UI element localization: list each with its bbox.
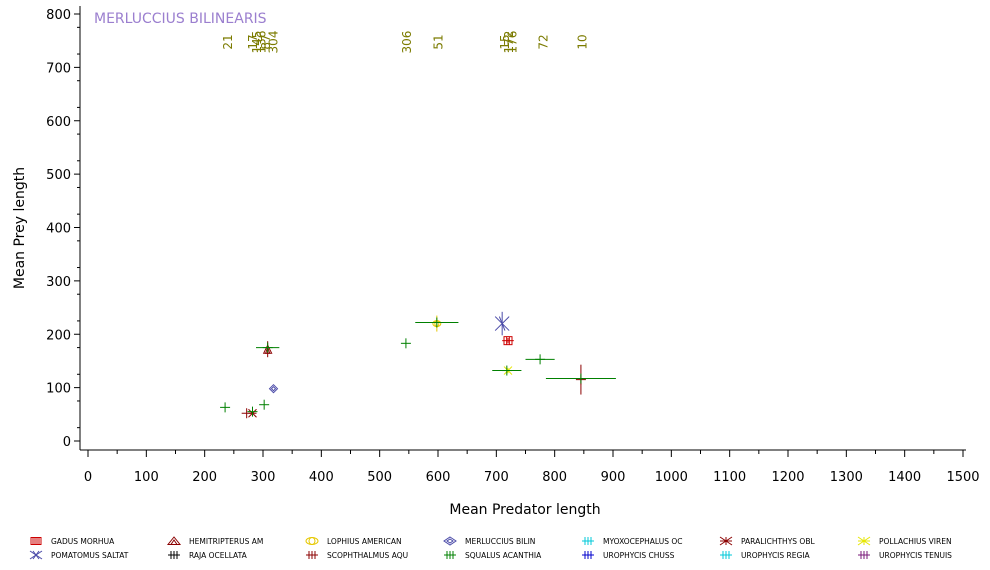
legend-label: MERLUCCIUS BILIN: [465, 537, 535, 546]
x-tick-label: 900: [601, 470, 626, 485]
legend-swatch-detail: [308, 537, 316, 545]
legend-label: HEMITRIPTERUS AM: [189, 537, 263, 546]
y-tick-label: 700: [46, 61, 71, 76]
x-tick-label: 400: [309, 470, 334, 485]
count-label: 15: [498, 34, 512, 49]
legend-label: POLLACHIUS VIREN: [879, 537, 952, 546]
legend-swatch: [30, 537, 42, 545]
data-point: [256, 342, 280, 353]
legend-item: MYOXOCEPHALUS OC: [582, 537, 682, 546]
point-marker: [268, 383, 279, 394]
legend-label: LOPHIUS AMERICAN: [327, 537, 402, 546]
data-marks: [220, 311, 616, 419]
point-marker: [503, 336, 513, 346]
legend-item: UROPHYCIS REGIA: [720, 551, 811, 560]
legend-item: POMATOMUS SALTAT: [29, 550, 129, 560]
count-label: 304: [267, 31, 281, 54]
legend-swatch-detail: [32, 550, 40, 560]
legend-swatch-detail: [446, 538, 454, 544]
x-tick-label: 1300: [830, 470, 863, 485]
y-tick-label: 400: [46, 222, 71, 237]
legend-item: HEMITRIPTERUS AM: [166, 536, 263, 546]
data-point: [502, 336, 514, 346]
chart-title: MERLUCCIUS BILINEARIS: [94, 11, 267, 27]
legend-item: UROPHYCIS TENUIS: [858, 551, 952, 560]
data-point: [241, 408, 252, 419]
legend-label: RAJA OCELLATA: [189, 551, 248, 560]
point-marker-detail: [270, 385, 277, 392]
count-label: 72: [537, 34, 551, 49]
count-label: 172: [502, 31, 516, 54]
legend-item: LOPHIUS AMERICAN: [305, 537, 402, 546]
x-tick-label: 300: [251, 470, 276, 485]
count-label: 10: [576, 34, 590, 49]
point-marker-detail: [498, 316, 506, 331]
legend-item: UROPHYCIS CHUSS: [582, 551, 675, 560]
count-label: 176: [506, 31, 520, 54]
legend-item: GADUS MORHUA: [30, 537, 115, 546]
legend-item: RAJA OCELLATA: [168, 551, 248, 560]
data-point: [545, 373, 616, 384]
x-tick-label: 100: [134, 470, 159, 485]
data-point: [494, 311, 510, 336]
legend-swatch: [305, 537, 319, 545]
count-label: 21: [221, 34, 235, 49]
y-tick-label: 300: [46, 275, 71, 290]
x-tick-label: 200: [192, 470, 217, 485]
x-tick-label: 1200: [771, 470, 804, 485]
legend-label: SCOPHTHALMUS AQU: [327, 551, 408, 560]
legend-item: PARALICHTHYS OBL: [719, 536, 815, 546]
y-tick-label: 100: [46, 382, 71, 397]
legend-label: UROPHYCIS REGIA: [741, 551, 811, 560]
x-axis-title: Mean Predator length: [449, 502, 600, 518]
legend-label: PARALICHTHYS OBL: [741, 537, 815, 546]
count-label: 87: [259, 34, 273, 49]
y-tick-label: 0: [63, 435, 71, 450]
data-point: [492, 365, 522, 376]
legend-label: UROPHYCIS CHUSS: [603, 551, 675, 560]
legend-item: SCOPHTHALMUS AQU: [306, 551, 408, 560]
legend-swatch: [443, 536, 457, 546]
x-tick-label: 700: [484, 470, 509, 485]
legend-item: MERLUCCIUS BILIN: [443, 536, 535, 546]
x-tick-label: 800: [542, 470, 567, 485]
x-tick-label: 1400: [888, 470, 921, 485]
legend-label: POMATOMUS SALTAT: [51, 551, 129, 560]
y-tick-label: 800: [46, 8, 71, 23]
y-tick-label: 200: [46, 328, 71, 343]
count-label: 51: [432, 34, 446, 49]
legend-label: UROPHYCIS TENUIS: [879, 551, 952, 560]
x-tick-label: 1500: [946, 470, 979, 485]
x-tick-label: 1000: [655, 470, 688, 485]
x-tick-label: 1100: [713, 470, 746, 485]
y-tick-label: 600: [46, 115, 71, 130]
legend-label: MYOXOCEPHALUS OC: [603, 537, 682, 546]
data-point: [268, 383, 279, 394]
legend-swatch-detail: [170, 539, 178, 545]
data-point: [525, 354, 555, 365]
x-tick-label: 600: [426, 470, 451, 485]
y-axis-title: Mean Prey length: [12, 167, 28, 289]
legend-item: SQUALUS ACANTHIA: [444, 551, 542, 560]
data-point: [400, 338, 411, 349]
legend-item: POLLACHIUS VIREN: [857, 536, 952, 546]
axes: 0 100 200 300 400 500 600 700 800 0 100 200 300 400 50…: [46, 6, 980, 485]
count-label: 136: [254, 31, 268, 54]
legend-label: GADUS MORHUA: [51, 537, 115, 546]
count-label: 306: [400, 31, 414, 54]
point-marker-detail: [264, 345, 271, 354]
y-tick-label: 500: [46, 168, 71, 183]
data-point: [247, 406, 258, 417]
count-label: 17: [246, 34, 260, 49]
data-point: [259, 399, 270, 410]
legend-label: SQUALUS ACANTHIA: [465, 551, 542, 560]
count-label: 145: [250, 31, 264, 54]
legend: GADUS MORHUA HEMITRIPTERUS AM LOPHIUS AMER…: [29, 536, 952, 560]
data-point: [415, 317, 459, 328]
data-point: [220, 402, 231, 413]
x-tick-label: 0: [84, 470, 92, 485]
x-tick-label: 500: [367, 470, 392, 485]
